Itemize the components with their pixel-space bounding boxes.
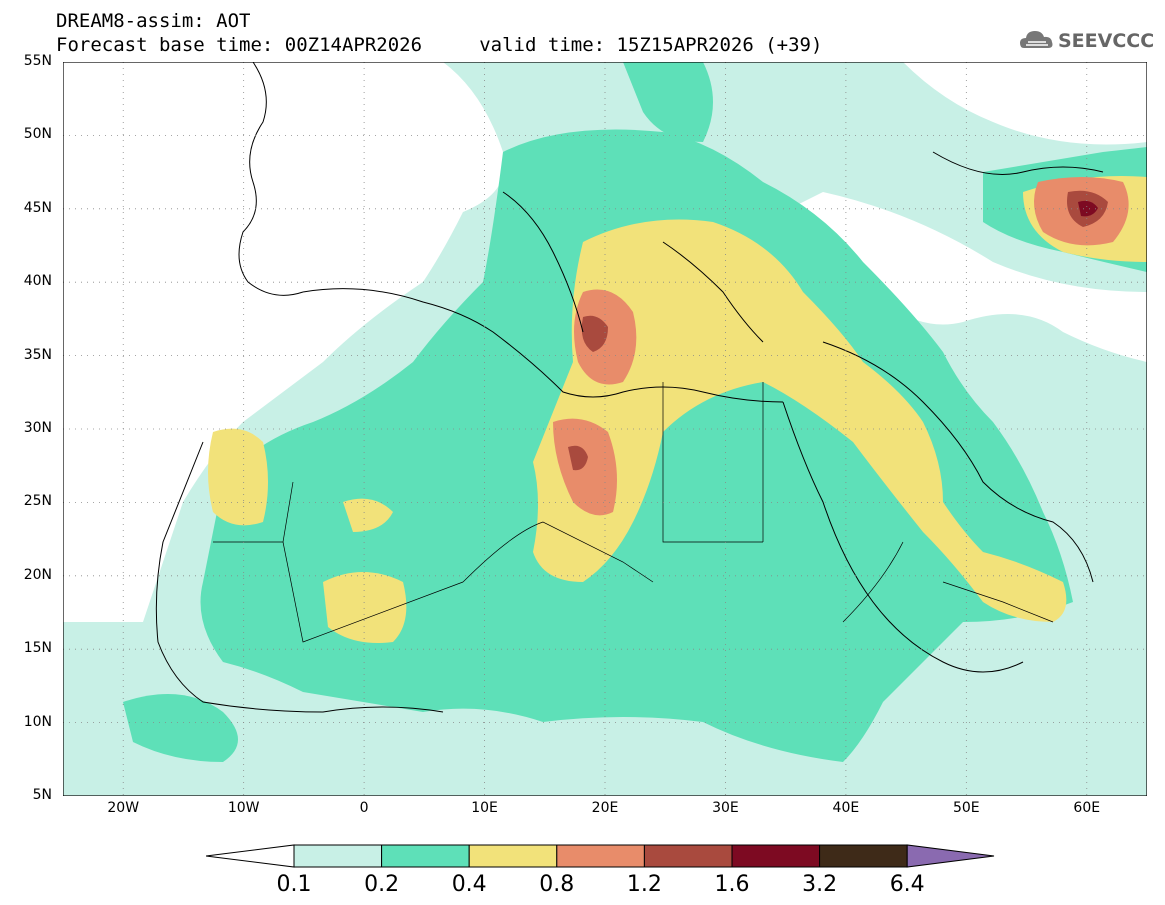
colorbar-label: 1.2 [626,872,662,897]
colorbar-label: 0.4 [451,872,487,897]
lon-label: 20W [107,800,140,816]
colorbar-swatch [381,844,470,868]
colorbar-swatch [556,844,645,868]
colorbar-label: 1.6 [714,872,750,897]
gridlines [63,62,1147,796]
aot-band-16 [1078,200,1098,217]
colorbar-swatch [731,844,821,868]
cloud-icon [1020,31,1053,48]
colorbar-label: 6.4 [889,872,925,897]
colorbar-swatch [468,844,558,868]
lat-label: 35N [23,346,52,363]
colorbar-label: 0.2 [364,872,400,897]
colorbar-swatch [819,844,908,868]
lon-label: 20E [591,800,619,816]
lon-label: 10W [227,800,260,816]
lat-label: 45N [23,199,52,216]
colorbar-swatch [643,844,733,868]
lon-label: 50E [952,800,980,816]
lat-label: 10N [23,713,52,730]
colorbar-max-arrow [906,844,995,868]
aot-map [63,62,1147,796]
lat-label: 30N [23,420,52,436]
lon-label: 30E [712,800,739,816]
coastlines [155,62,1104,713]
lat-label: 5N [32,787,52,803]
lon-label: 60E [1073,800,1101,816]
colorbar-label: 0.1 [276,872,312,897]
colorbar-swatch [293,844,383,868]
colorbar-label: 0.8 [539,872,575,897]
lat-label: 40N [23,273,52,290]
logo-text: SEEVCCC [1058,30,1155,52]
lat-label: 25N [23,493,52,510]
lat-label: 15N [23,640,52,657]
aot-band-lt01 [63,62,505,622]
lat-label: 55N [23,53,52,69]
lon-label: 10E [471,800,498,816]
lat-label: 20N [23,566,52,583]
lat-label: 50N [23,126,52,143]
borders [213,382,1054,643]
colorbar [206,844,995,868]
map-subtitle: Forecast base time: 00Z14APR2026 valid t… [56,34,823,56]
map-title: DREAM8-assim: AOT [56,10,251,32]
colorbar-min-arrow [206,844,295,868]
colorbar-label: 3.2 [802,872,838,897]
aot-band-04 [533,219,1067,622]
lon-label: 40E [832,800,860,816]
aot-band-12 [581,315,608,352]
lon-label: 0 [359,800,369,816]
